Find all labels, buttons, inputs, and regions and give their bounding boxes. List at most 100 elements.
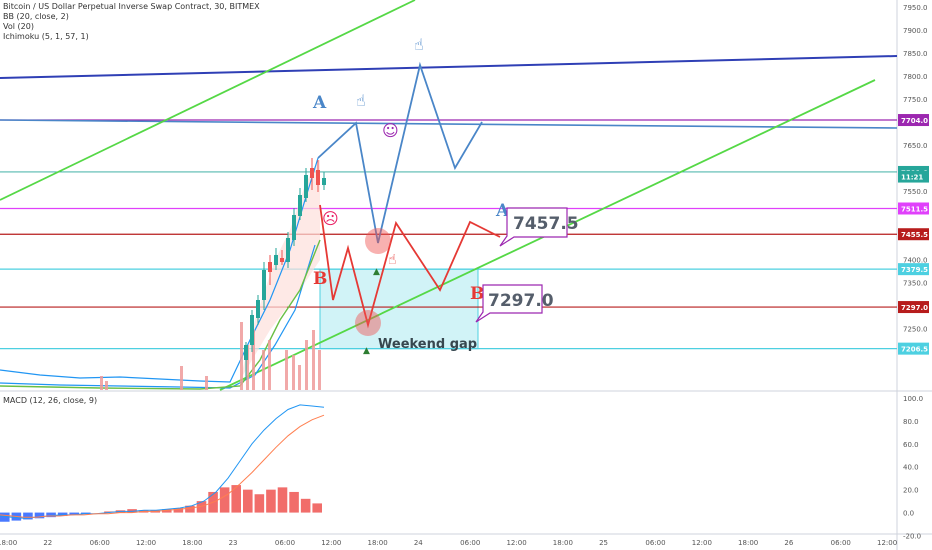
indicator-vol: Vol (20) xyxy=(3,22,34,31)
time-tick-label: 12:00 xyxy=(136,539,156,547)
price-tick-label: 7800.0 xyxy=(903,73,928,81)
candle-body xyxy=(316,170,320,185)
volume-bar xyxy=(262,350,265,390)
price-tag-label: 7297.0 xyxy=(901,304,928,312)
volume-bar xyxy=(285,350,288,390)
macd-histogram-bar xyxy=(81,512,91,514)
time-tick-label: 12:00 xyxy=(506,539,526,547)
callout-box-low xyxy=(475,284,543,323)
price-tick-label: 7900.0 xyxy=(903,27,928,35)
price-tick-label: 7250.0 xyxy=(903,326,928,334)
macd-histogram-bar xyxy=(277,487,288,513)
candle-body xyxy=(250,315,254,345)
volume-bar xyxy=(312,330,315,390)
scenario-red-path xyxy=(319,204,501,329)
price-tag-label: 7379.5 xyxy=(901,266,928,274)
time-tick-label: 26 xyxy=(784,539,793,547)
macd-histogram-bar xyxy=(57,512,68,517)
scenario-blue-path xyxy=(317,61,483,244)
macd-histogram-bar xyxy=(231,485,241,513)
highlight-circle xyxy=(355,310,381,336)
candle-body xyxy=(244,345,248,360)
volume-bar xyxy=(100,376,103,390)
weekend-gap-label: Weekend gap xyxy=(378,337,477,352)
channel-green-upper xyxy=(0,0,416,201)
frown-icon: ☹ xyxy=(322,209,339,228)
macd-histogram-bar xyxy=(312,503,322,513)
time-tick-label: 12:00 xyxy=(692,539,712,547)
callout-box-high xyxy=(499,207,568,247)
candle-body xyxy=(280,258,284,262)
candle-body xyxy=(286,238,290,262)
up-arrow-icon: ▲ xyxy=(363,346,370,356)
wave-b-right-label: B xyxy=(470,284,484,304)
price-tag-label: 7455.5 xyxy=(901,231,928,239)
price-tick-label: 7750.0 xyxy=(903,96,928,104)
candle-body xyxy=(268,262,272,272)
time-tick-label: 25 xyxy=(599,539,608,547)
volume-bar xyxy=(305,340,308,390)
candle-body xyxy=(292,215,296,240)
price-tick-label: 7350.0 xyxy=(903,280,928,288)
macd-tick-label: 80.0 xyxy=(903,418,919,426)
callout-high-text: 7457.5 xyxy=(513,214,579,234)
macd-histogram-bar xyxy=(104,511,114,513)
price-tag xyxy=(898,342,929,355)
price-tag xyxy=(898,301,929,314)
trendline-dark-blue xyxy=(0,55,898,79)
candle-body xyxy=(304,175,308,198)
up-arrow-icon: ▲ xyxy=(373,267,380,277)
callout-low-text: 7297.0 xyxy=(488,291,554,311)
indicator-bb: BB (20, close, 2) xyxy=(3,12,69,21)
volume-bar xyxy=(268,340,271,390)
volume-bar xyxy=(180,366,183,390)
time-tick-label: 18:00 xyxy=(738,539,758,547)
macd-tick-label: -20.0 xyxy=(903,532,921,540)
chart-title: Bitcoin / US Dollar Perpetual Inverse Sw… xyxy=(3,2,260,11)
time-tick-label: 23 xyxy=(229,539,238,547)
macd-tick-label: 40.0 xyxy=(903,464,919,472)
time-tick-label: 18:00 xyxy=(553,539,573,547)
macd-histogram-bar xyxy=(300,498,311,513)
macd-histogram-bar xyxy=(173,507,184,513)
macd-tick-label: 60.0 xyxy=(903,441,919,449)
macd-histogram-bar xyxy=(243,489,253,513)
pointing-hand-icon: ☝ xyxy=(388,252,397,268)
macd-series-line xyxy=(0,414,325,518)
time-tick-label: 12:00 xyxy=(321,539,341,547)
time-tick-label: 06:00 xyxy=(460,539,480,547)
volume-bar xyxy=(246,345,249,390)
trendline-blue-a xyxy=(0,119,898,129)
macd-histogram-bar xyxy=(23,512,33,520)
candle-body xyxy=(262,270,266,300)
candle-body xyxy=(298,195,302,216)
highlight-circle xyxy=(365,228,391,254)
price-tag-label: 7704.0 xyxy=(901,117,928,125)
price-tick-label: 7550.0 xyxy=(903,188,928,196)
macd-tick-label: 20.0 xyxy=(903,487,919,495)
macd-histogram-bar xyxy=(0,512,10,522)
macd-histogram-bar xyxy=(266,489,276,513)
bb-lower xyxy=(0,244,316,389)
volume-bar xyxy=(105,381,108,390)
macd-histogram-bar xyxy=(196,501,207,513)
price-tick-label: 7850.0 xyxy=(903,50,928,58)
volume-bar xyxy=(240,322,243,390)
candle-body xyxy=(274,255,278,265)
macd-histogram-bar xyxy=(289,491,299,513)
ichimoku-line xyxy=(0,239,321,390)
indicator-ichimoku: Ichimoku (5, 1, 57, 1) xyxy=(3,32,89,41)
price-tag xyxy=(898,263,929,276)
price-tag xyxy=(898,170,929,183)
candle-body xyxy=(256,300,260,318)
volume-bar xyxy=(205,376,208,390)
macd-histogram-bar xyxy=(127,509,137,513)
price-tag-label: 11:21 xyxy=(901,174,923,182)
price-tag-label: 7511.5 xyxy=(901,205,928,213)
macd-histogram-bar xyxy=(69,512,79,515)
time-tick-label: 18:00 xyxy=(182,539,202,547)
wave-a-right-label: A xyxy=(495,201,510,221)
bb-upper xyxy=(0,157,319,383)
macd-tick-label: 100.0 xyxy=(903,395,923,403)
